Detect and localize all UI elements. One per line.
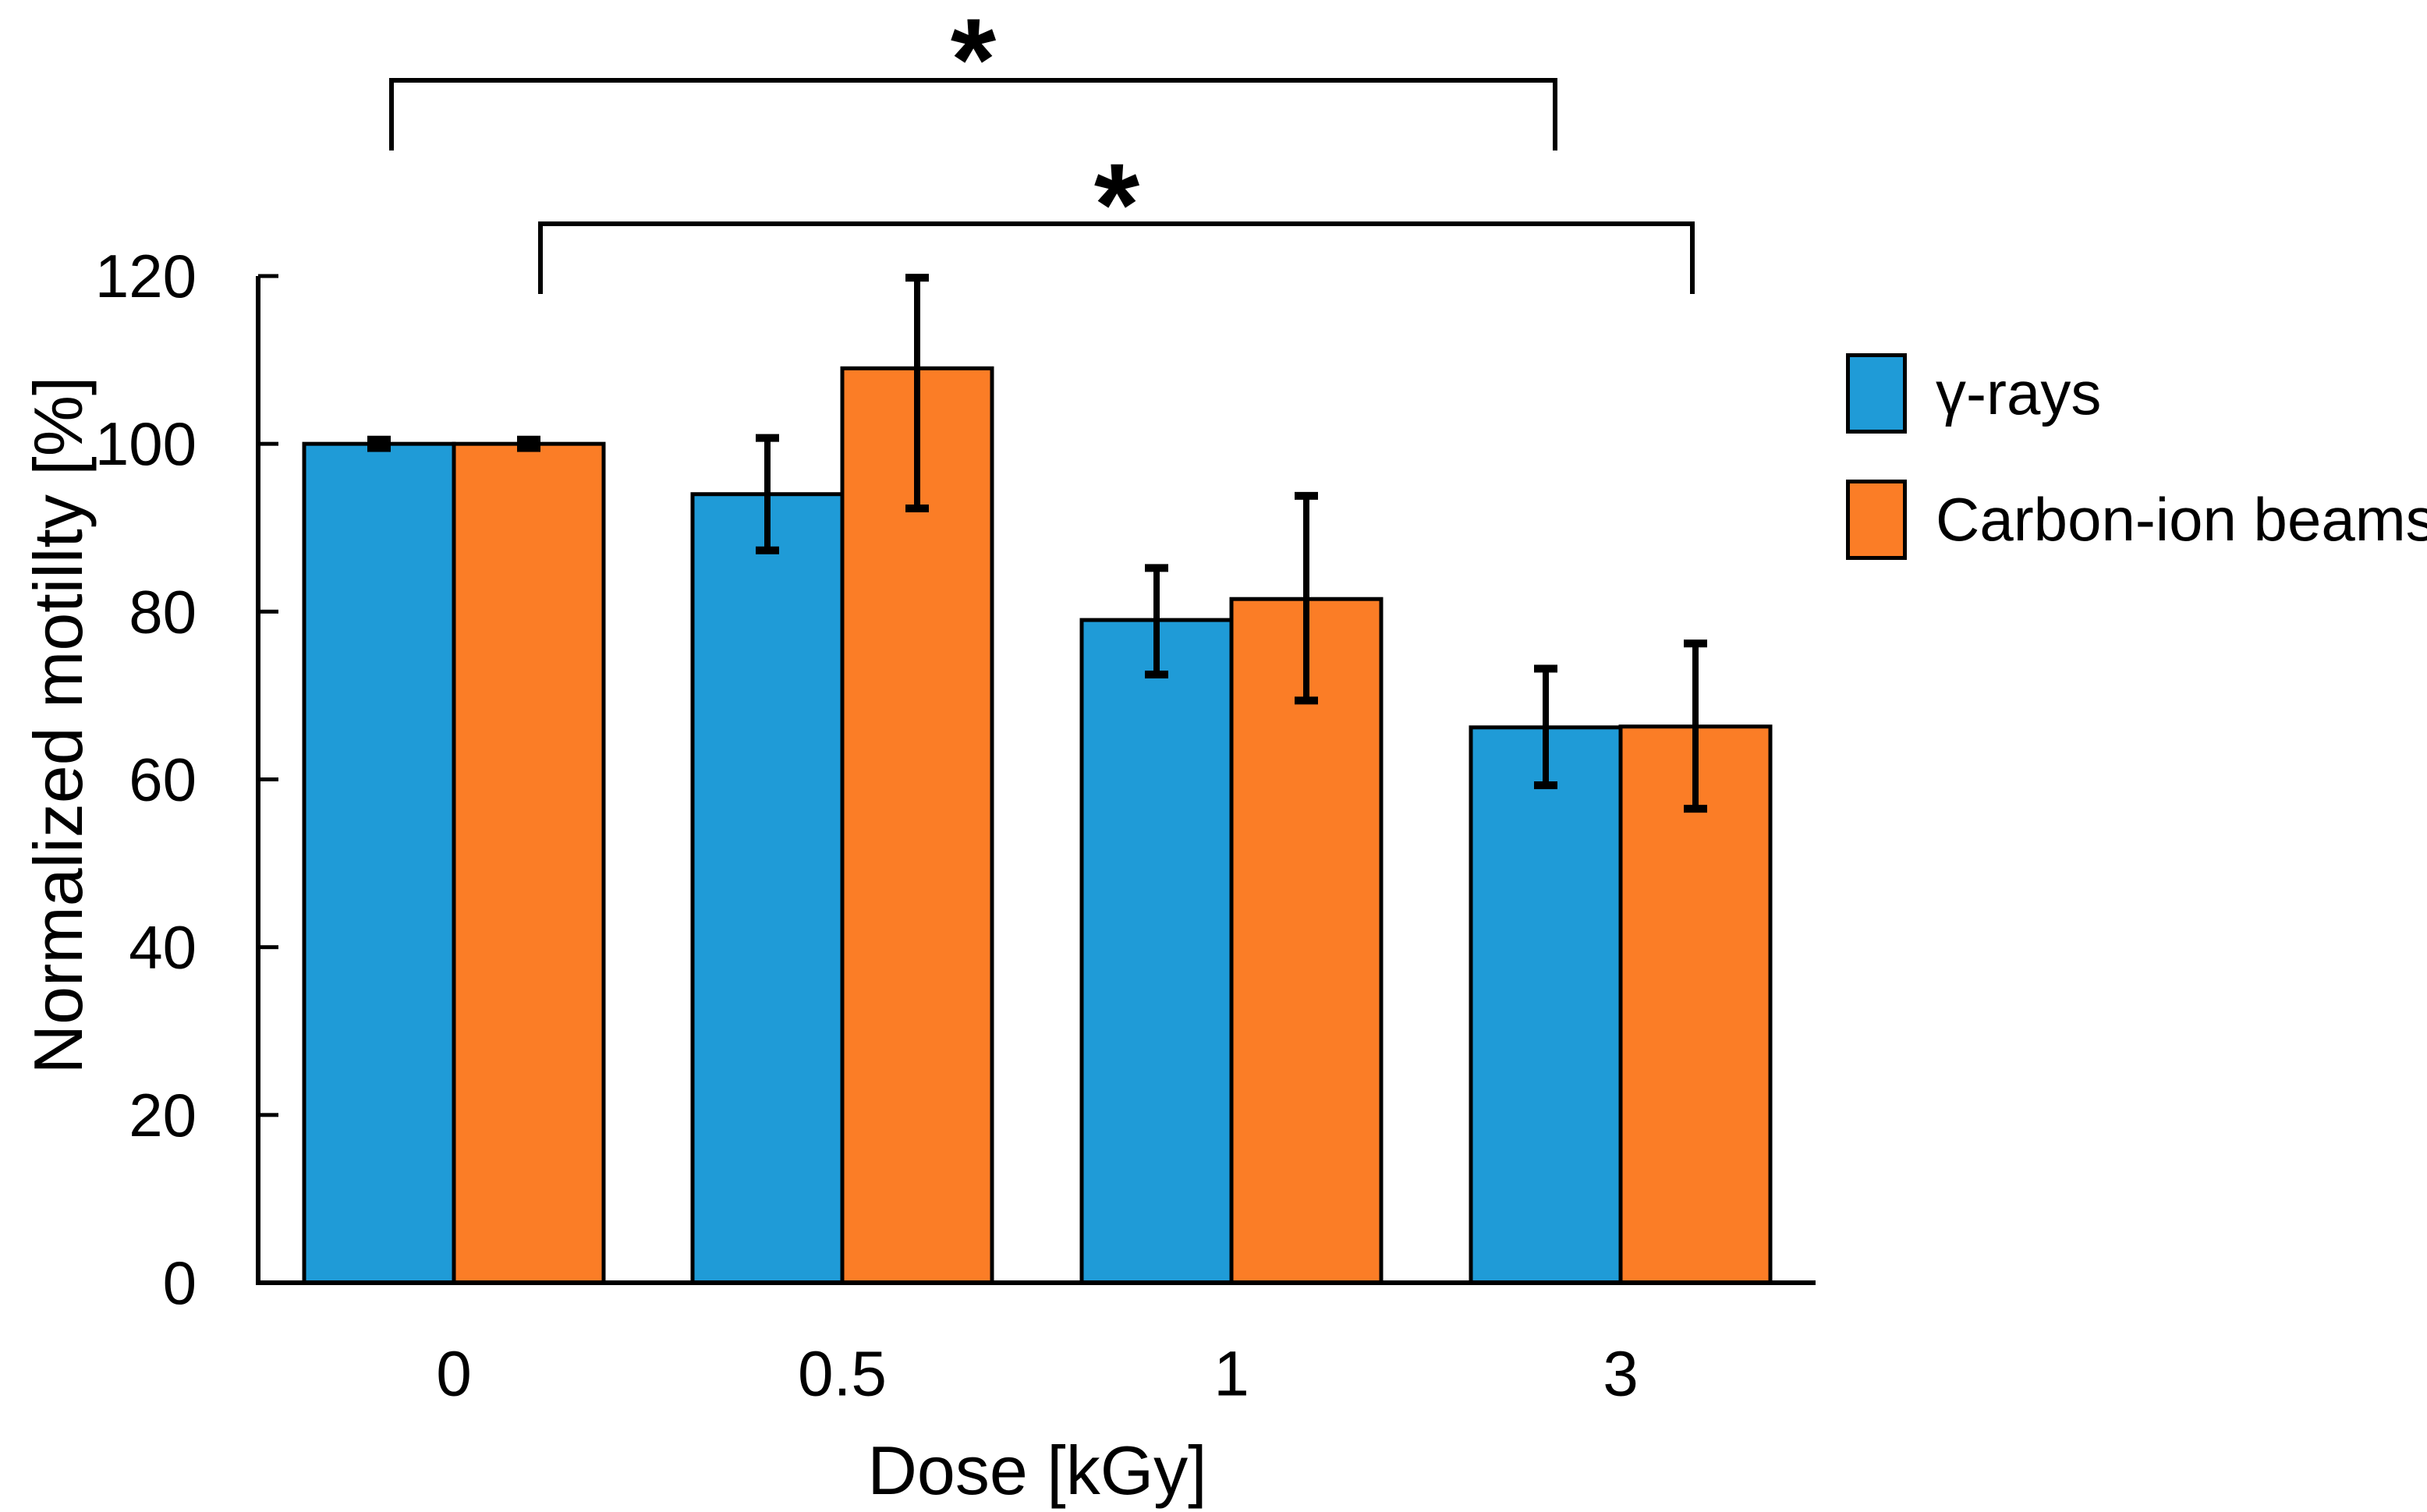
- error-cap-top-carbon-ion-beams-dose-3: [1684, 639, 1707, 648]
- error-cap-bottom-gamma-rays-dose-3: [1534, 781, 1557, 790]
- error-cap-top-carbon-ion-beams-dose-0: [517, 435, 540, 444]
- bar-carbon-ion-beams-dose-0.5: [840, 366, 994, 1285]
- legend: γ-rays Carbon-ion beams: [1846, 353, 2427, 560]
- error-cap-top-gamma-rays-dose-0.5: [756, 434, 779, 442]
- y-axis-title: Normalized motillty [%]: [19, 376, 97, 1075]
- legend-label-gamma-rays: γ-rays: [1936, 359, 2102, 427]
- y-tick-label-60: 60: [129, 745, 197, 814]
- error-cap-top-carbon-ion-beams-dose-0.5: [905, 274, 929, 282]
- bar-gamma-rays-dose-0.5: [690, 492, 845, 1285]
- y-tick-20: [258, 1113, 278, 1117]
- error-cap-top-gamma-rays-dose-1: [1145, 564, 1168, 572]
- bar-carbon-ion-beams-dose-1: [1229, 597, 1384, 1285]
- x-tick-label-1: 1: [1214, 1339, 1249, 1410]
- error-cap-bottom-gamma-rays-dose-1: [1145, 671, 1168, 679]
- error-bar-gamma-rays-dose-3: [1543, 668, 1549, 786]
- significance-bracket-carbon-ion-beams: [538, 221, 1695, 294]
- y-tick-100: [258, 441, 278, 446]
- error-cap-bottom-carbon-ion-beams-dose-0: [517, 444, 540, 452]
- error-cap-bottom-carbon-ion-beams-dose-1: [1295, 696, 1318, 705]
- error-bar-gamma-rays-dose-1: [1153, 568, 1160, 675]
- y-tick-40: [258, 945, 278, 950]
- x-tick-label-0: 0: [436, 1339, 472, 1410]
- error-cap-top-gamma-rays-dose-0: [367, 435, 391, 444]
- significance-asterisk-carbon-ion-beams: *: [1094, 139, 1140, 270]
- x-axis-line: [256, 1280, 1816, 1285]
- error-cap-top-carbon-ion-beams-dose-1: [1295, 491, 1318, 500]
- gamma-rays-swatch-icon: [1846, 353, 1907, 434]
- error-bar-carbon-ion-beams-dose-0: [526, 439, 532, 448]
- significance-bracket-gamma-rays: [389, 78, 1557, 150]
- x-tick-label-0.5: 0.5: [798, 1339, 887, 1410]
- bar-gamma-rays-dose-3: [1469, 725, 1623, 1285]
- carbon-ion-beams-swatch-icon: [1846, 480, 1907, 560]
- x-axis-title: Dose [kGy]: [867, 1432, 1207, 1509]
- y-tick-label-80: 80: [129, 577, 197, 646]
- y-tick-120: [258, 274, 278, 278]
- y-tick-80: [258, 609, 278, 614]
- legend-label-carbon-ion-beams: Carbon-ion beams: [1936, 485, 2427, 554]
- error-cap-top-gamma-rays-dose-3: [1534, 664, 1557, 673]
- y-tick-label-100: 100: [95, 409, 197, 478]
- legend-item-gamma-rays: γ-rays: [1846, 353, 2427, 434]
- error-bar-carbon-ion-beams-dose-1: [1303, 495, 1309, 701]
- error-cap-bottom-gamma-rays-dose-0.5: [756, 546, 779, 554]
- bar-gamma-rays-dose-1: [1079, 618, 1234, 1285]
- error-cap-bottom-gamma-rays-dose-0: [367, 444, 391, 452]
- legend-item-carbon-ion-beams: Carbon-ion beams: [1846, 480, 2427, 560]
- error-cap-bottom-carbon-ion-beams-dose-3: [1684, 805, 1707, 813]
- y-tick-label-40: 40: [129, 913, 197, 982]
- y-tick-label-120: 120: [95, 242, 197, 310]
- error-bar-carbon-ion-beams-dose-3: [1692, 643, 1699, 809]
- significance-asterisk-gamma-rays: *: [951, 0, 997, 125]
- bar-gamma-rays-dose-0: [302, 441, 456, 1285]
- bar-carbon-ion-beams-dose-0: [452, 441, 606, 1285]
- y-tick-60: [258, 777, 278, 781]
- y-tick-label-20: 20: [129, 1081, 197, 1149]
- error-bar-carbon-ion-beams-dose-0.5: [914, 278, 920, 509]
- error-bar-gamma-rays-dose-0.5: [764, 437, 771, 551]
- error-bar-gamma-rays-dose-0: [376, 439, 382, 448]
- y-tick-label-0: 0: [163, 1248, 197, 1317]
- x-tick-label-3: 3: [1603, 1339, 1639, 1410]
- error-cap-bottom-carbon-ion-beams-dose-0.5: [905, 505, 929, 513]
